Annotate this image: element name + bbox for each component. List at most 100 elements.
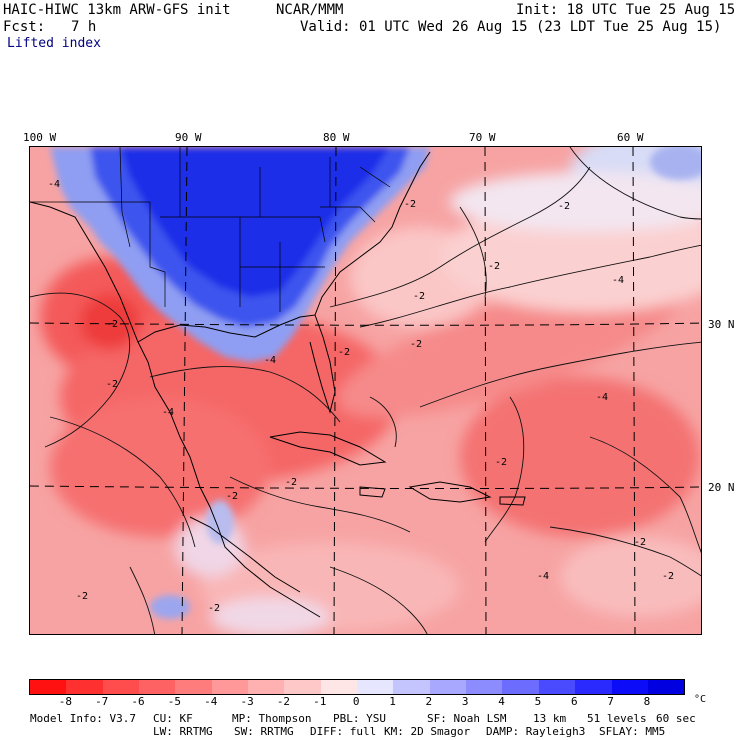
field-name: Lifted index <box>7 36 101 51</box>
valid-time: Valid: 01 UTC Wed 26 Aug 15 (23 LDT Tue … <box>300 19 722 35</box>
mexico-coast <box>30 201 321 618</box>
colorbar-swatch <box>139 680 176 694</box>
colorbar-swatch <box>284 680 321 694</box>
contour-label: -2 <box>488 261 500 272</box>
model-info-diff: DIFF: full <box>310 725 377 738</box>
model-title: HAIC-HIWC 13km ARW-GFS init <box>3 2 231 18</box>
meridian-70w <box>484 147 487 634</box>
init-time: Init: 18 UTC Tue 25 Aug 15 <box>516 2 736 18</box>
puerto-rico-outline <box>499 496 526 506</box>
model-info-resolution: 13 km <box>533 712 567 725</box>
parallel-30n <box>30 322 701 326</box>
contours <box>30 147 701 634</box>
meridian-80w <box>333 147 337 634</box>
colorbar-tick-label: -8 <box>58 695 72 708</box>
contour-label: -4 <box>264 355 276 366</box>
coastlines <box>30 151 526 618</box>
colorbar-tick-label: -7 <box>95 695 109 708</box>
colorbar-swatch <box>502 680 539 694</box>
model-info-damp: DAMP: Rayleigh3 <box>486 725 586 738</box>
colorbar-tick-label: 6 <box>570 695 578 708</box>
colorbar-tick-label: 5 <box>534 695 542 708</box>
contour-label: -2 <box>106 319 118 330</box>
cuba-outline <box>269 431 387 466</box>
colorbar-tick-label: 3 <box>461 695 469 708</box>
colorbar <box>29 679 686 695</box>
atlantic-coast <box>314 151 431 316</box>
model-info-sflay: SFLAY: MM5 <box>599 725 666 738</box>
contour-label: -2 <box>285 477 297 488</box>
contour-label: -2 <box>558 201 570 212</box>
contour-label: -2 <box>226 491 238 502</box>
colorbar-tick-label: 1 <box>389 695 396 708</box>
colorbar-tick-label: -4 <box>204 695 218 708</box>
colorbar-tick-label: -5 <box>167 695 182 708</box>
model-info-sf: SF: Noah LSM <box>427 712 507 725</box>
lat-label-20n: 20 N <box>708 481 735 494</box>
contour-label: -4 <box>537 571 549 582</box>
central-america-coast <box>189 516 301 593</box>
contour-label: -2 <box>338 347 350 358</box>
model-info-cu: CU: KF <box>153 712 193 725</box>
map-canvas: -4 -2 -2 -2 -2 -4 -2 -2 -4 -2 -4 -4 -2 -… <box>30 147 701 634</box>
model-info-pbl: PBL: YSU <box>333 712 386 725</box>
contour-label: -2 <box>413 291 425 302</box>
colorbar-swatch <box>611 680 648 694</box>
colorbar-tick-label: 8 <box>643 695 651 708</box>
colorbar-tick-label: 7 <box>607 695 614 708</box>
colorbar-tick-label: 0 <box>352 695 360 708</box>
contour-label: -2 <box>634 537 646 548</box>
colorbar-tick-label: 4 <box>498 695 505 708</box>
model-info-km: KM: 2D Smagor <box>384 725 471 738</box>
gulf-coast <box>137 314 336 414</box>
colorbar-swatch <box>248 680 285 694</box>
forecast-hour: 7 h <box>71 19 97 35</box>
contour-label: -2 <box>106 379 118 390</box>
model-info-timestep: 60 sec <box>656 712 696 725</box>
model-info-version: Model Info: V3.7 <box>30 712 136 725</box>
colorbar-swatch <box>175 680 212 694</box>
contour-label-group: -4 -2 -2 -2 -2 -4 -2 -2 -4 -2 -4 -4 -2 -… <box>48 179 674 614</box>
colorbar-swatch <box>466 680 503 694</box>
contour-label: -2 <box>495 457 507 468</box>
lon-label-80w: 80 W <box>323 131 350 144</box>
colorbar-swatch <box>30 680 67 694</box>
colorbar-swatch <box>357 680 394 694</box>
contour-label: -4 <box>612 275 624 286</box>
colorbar-swatch <box>647 680 685 694</box>
field-shading <box>40 147 701 634</box>
colorbar-tick-label: -1 <box>313 695 327 708</box>
colorbar-tick-label: -3 <box>240 695 254 708</box>
colorbar-swatch <box>538 680 576 694</box>
parallel-20n <box>30 485 701 490</box>
model-info-sw: SW: RRTMG <box>234 725 294 738</box>
lat-label-30n: 30 N <box>708 318 735 331</box>
contour-label: -2 <box>410 339 422 350</box>
center-label: NCAR/MMM <box>276 2 344 18</box>
model-info-lw: LW: RRTMG <box>153 725 213 738</box>
forecast-label: Fcst: <box>3 19 46 35</box>
state-borders <box>30 147 391 312</box>
graticule <box>30 147 701 634</box>
colorbar-tick-label: -2 <box>276 695 291 708</box>
lifted-index-map: -4 -2 -2 -2 -2 -4 -2 -2 -4 -2 -4 -4 -2 -… <box>29 146 702 635</box>
contour-label: -2 <box>208 603 220 614</box>
colorbar-swatch <box>575 680 612 694</box>
colorbar-unit: °C <box>694 694 707 705</box>
colorbar-swatch <box>320 680 358 694</box>
contour-label: -4 <box>596 392 608 403</box>
model-info-levels: 51 levels <box>587 712 647 725</box>
colorbar-swatch <box>393 680 430 694</box>
contour-label: -2 <box>76 591 88 602</box>
colorbar-swatch <box>211 680 249 694</box>
colorbar-tick-label: 2 <box>425 695 433 708</box>
meridian-90w <box>181 147 188 634</box>
meridian-60w <box>632 147 636 634</box>
contour-label: -4 <box>162 407 174 418</box>
contour-label: -2 <box>662 571 674 582</box>
contour-label: -4 <box>48 179 60 190</box>
colorbar-tick-label: -6 <box>131 695 145 708</box>
colorbar-swatch <box>429 680 467 694</box>
lon-label-100w: 100 W <box>23 131 57 144</box>
colorbar-swatch <box>66 680 103 694</box>
